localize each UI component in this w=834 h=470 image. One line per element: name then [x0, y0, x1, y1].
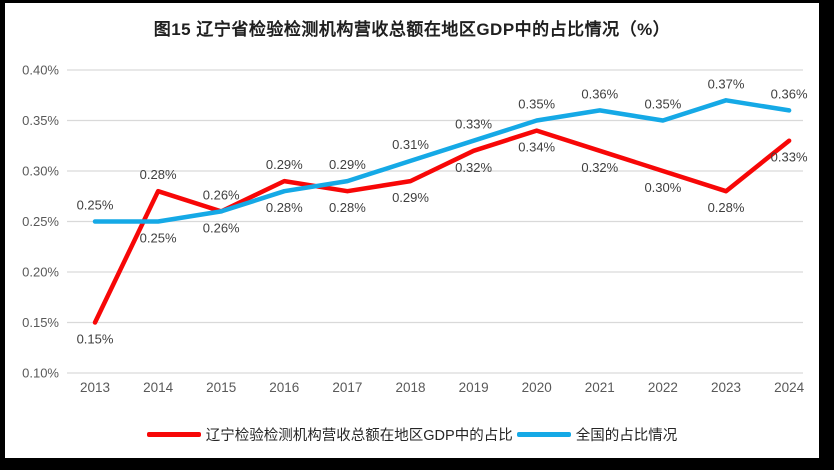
legend-item-national: 全国的占比情况 [516, 424, 678, 445]
data-label: 0.35% [644, 97, 681, 112]
data-label: 0.29% [266, 157, 303, 172]
y-axis-tick-label: 0.35% [22, 113, 59, 128]
legend-label-national: 全国的占比情况 [575, 428, 678, 444]
x-axis-tick-label: 2013 [80, 380, 110, 395]
x-axis-tick-label: 2017 [332, 380, 362, 395]
legend-item-liaoning: 辽宁检验检测机构营收总额在地区GDP中的占比 [146, 424, 513, 445]
data-label: 0.28% [329, 200, 366, 215]
data-label: 0.32% [455, 160, 492, 175]
data-label: 0.26% [203, 220, 240, 235]
chart-title: 图15 辽宁省检验检测机构营收总额在地区GDP中的占比情况（%） [153, 20, 671, 39]
data-label: 0.28% [266, 200, 303, 215]
line-chart-plot: 0.40% 0.35% 0.30% 0.25% 0.20% 0.15% 0.10% 2013 2… [22, 63, 808, 396]
data-label: 0.26% [203, 187, 240, 202]
x-axis-tick-label: 2024 [774, 380, 805, 395]
data-label: 0.28% [708, 200, 745, 215]
series-line-liaoning [92, 128, 792, 325]
series-line-national [92, 98, 792, 224]
x-axis-tick-label: 2022 [648, 380, 678, 395]
data-label: 0.25% [77, 198, 114, 213]
data-label: 0.15% [77, 332, 114, 347]
chart-canvas: 0.40% 0.35% 0.30% 0.25% 0.20% 0.15% 0.10% 2013 2… [5, 3, 819, 458]
data-label: 0.29% [392, 190, 429, 205]
data-label: 0.35% [518, 97, 555, 112]
y-axis-tick-label: 0.15% [22, 315, 59, 330]
data-label: 0.32% [581, 160, 618, 175]
x-axis-tick-label: 2014 [143, 380, 174, 395]
data-label: 0.25% [140, 231, 177, 246]
x-axis-tick-label: 2019 [459, 380, 489, 395]
x-axis-tick-label: 2018 [395, 380, 425, 395]
x-axis-tick-label: 2020 [522, 380, 552, 395]
data-label: 0.36% [771, 86, 808, 101]
legend-label-liaoning: 辽宁检验检测机构营收总额在地区GDP中的占比 [205, 428, 513, 444]
data-label: 0.31% [392, 137, 429, 152]
data-label: 0.28% [140, 167, 177, 182]
data-label: 0.36% [581, 86, 618, 101]
x-axis-tick-label: 2016 [269, 380, 299, 395]
y-axis-tick-label: 0.30% [22, 164, 59, 179]
x-axis-tick-label: 2015 [206, 380, 236, 395]
y-axis-tick-label: 0.10% [22, 366, 59, 381]
y-axis-tick-label: 0.25% [22, 214, 59, 229]
x-axis-tick-label: 2021 [585, 380, 615, 395]
data-label: 0.34% [518, 140, 555, 155]
legend-line-swatch-blue [516, 432, 571, 437]
legend-line-swatch-red [146, 432, 201, 437]
y-axis-tick-label: 0.20% [22, 265, 59, 280]
data-label: 0.30% [644, 180, 681, 195]
legend: 辽宁检验检测机构营收总额在地区GDP中的占比 全国的占比情况 [5, 424, 819, 445]
data-label: 0.37% [708, 76, 745, 91]
x-axis-tick-label: 2023 [711, 380, 741, 395]
data-label: 0.29% [329, 157, 366, 172]
data-label: 0.33% [455, 117, 492, 132]
y-axis-tick-label: 0.40% [22, 63, 59, 78]
data-label: 0.33% [771, 150, 808, 165]
